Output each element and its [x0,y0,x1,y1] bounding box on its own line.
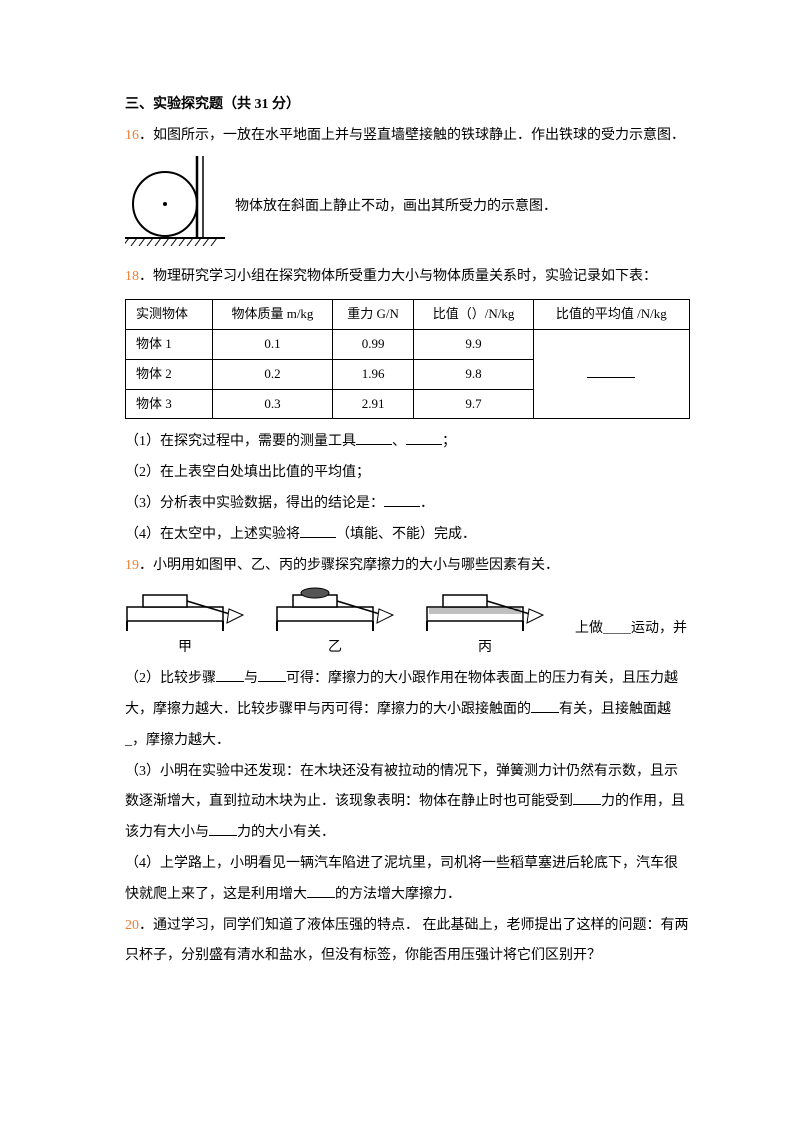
blank [300,523,336,538]
t: 力的大小有关． [237,825,335,840]
q19-num: 19 [125,558,139,573]
t: 与 [244,671,258,686]
q18-intro-text: ．物理研究学习小组在探究物体所受重力大小与物体质量关系时，实验记录如下表： [139,269,657,284]
avg-cell [533,329,689,418]
q18-p4: （4）在太空中，上述实验将 （填能、不能）完成． [125,520,690,551]
section-heading: 三、实验探究题（共 31 分） [125,90,690,121]
cell: 物体 1 [126,329,213,359]
q19-p2: （2）比较步骤与可得：摩擦力的大小跟作用在物体表面上的压力有关，且压力越大，摩擦… [125,664,690,756]
blank [573,790,601,805]
blank [587,364,635,378]
cell: 9.8 [414,359,533,389]
th-1: 物体质量 m/kg [213,300,333,330]
q19-intro-text: ．小明用如图甲、乙、丙的步骤探究摩擦力的大小与哪些因素有关． [139,558,559,573]
q20: 20．通过学习，同学们知道了液体压强的特点． 在此基础上，老师提出了这样的问题：… [125,911,690,973]
th-3: 比值（）/N/kg [414,300,533,330]
q16-text2: 物体放在斜面上静止不动，画出其所受力的示意图． [235,192,557,223]
th-4: 比值的平均值 /N/kg [533,300,689,330]
blank [307,883,335,898]
t: （填能、不能）完成． [336,527,476,542]
cell: 0.3 [213,389,333,419]
table-header-row: 实测物体 物体质量 m/kg 重力 G/N 比值（）/N/kg 比值的平均值 /… [126,300,690,330]
label-a: 甲 [178,633,192,664]
q16-diagram-row: 物体放在斜面上静止不动，画出其所受力的示意图． [125,156,690,259]
q19-trailing: 上做＿＿运动，并 [575,604,687,645]
blank [216,667,244,682]
q18-num: 18 [125,269,139,284]
t: （4）在太空中，上述实验将 [125,527,300,542]
q19-p3: （3）小明在实验中还发现：在木块还没有被拉动的情况下，弹簧测力计仍然有示数，且示… [125,757,690,849]
q16-num: 16 [125,128,139,143]
cell: 9.7 [414,389,533,419]
blank [356,430,392,445]
q16-line1: 16．如图所示，一放在水平地面上并与竖直墙壁接触的铁球静止．作出铁球的受力示意图… [125,121,690,152]
th-0: 实测物体 [126,300,213,330]
fric-b: 乙 [275,585,395,664]
table-row: 物体 1 0.1 0.99 9.9 [126,329,690,359]
t: ． [420,496,434,511]
cell: 0.2 [213,359,333,389]
cell: 9.9 [414,329,533,359]
fric-a: 甲 [125,585,245,664]
t: （2）比较步骤 [125,671,216,686]
th-2: 重力 G/N [332,300,414,330]
label-b: 乙 [328,633,342,664]
gravity-table: 实测物体 物体质量 m/kg 重力 G/N 比值（）/N/kg 比值的平均值 /… [125,299,690,419]
blank [209,821,237,836]
q18-p1: （1）在探究过程中，需要的测量工具 、 ； [125,427,690,458]
fric-c: 丙 [425,585,545,664]
q16-text1: ．如图所示，一放在水平地面上并与竖直墙壁接触的铁球静止．作出铁球的受力示意图． [139,128,685,143]
label-c: 丙 [478,633,492,664]
q19-intro: 19．小明用如图甲、乙、丙的步骤探究摩擦力的大小与哪些因素有关． [125,551,690,582]
blank [384,492,420,507]
q19-p4: （4）上学路上，小明看见一辆汽车陷进了泥坑里，司机将一些稻草塞进后轮底下，汽车很… [125,849,690,911]
cell: 物体 2 [126,359,213,389]
ball-wall-diagram [125,156,235,259]
t: （1）在探究过程中，需要的测量工具 [125,434,356,449]
cell: 1.96 [332,359,414,389]
cell: 0.1 [213,329,333,359]
t: （3）分析表中实验数据，得出的结论是： [125,496,384,511]
blank [406,430,442,445]
q20-num: 20 [125,918,139,933]
q18-p3: （3）分析表中实验数据，得出的结论是： ． [125,489,690,520]
cell: 2.91 [332,389,414,419]
cell: 0.99 [332,329,414,359]
blank [531,698,559,713]
t: 、 [392,434,406,449]
friction-diagrams: 甲 乙 [125,585,690,664]
q18-intro: 18．物理研究学习小组在探究物体所受重力大小与物体质量关系时，实验记录如下表： [125,262,690,293]
blank [258,667,286,682]
cell: 物体 3 [126,389,213,419]
q20-text: ．通过学习，同学们知道了液体压强的特点． 在此基础上，老师提出了这样的问题：有两… [125,918,689,964]
q18-p2: （2）在上表空白处填出比值的平均值； [125,458,690,489]
t: ； [442,434,456,449]
t: 的方法增大摩擦力． [335,887,461,902]
